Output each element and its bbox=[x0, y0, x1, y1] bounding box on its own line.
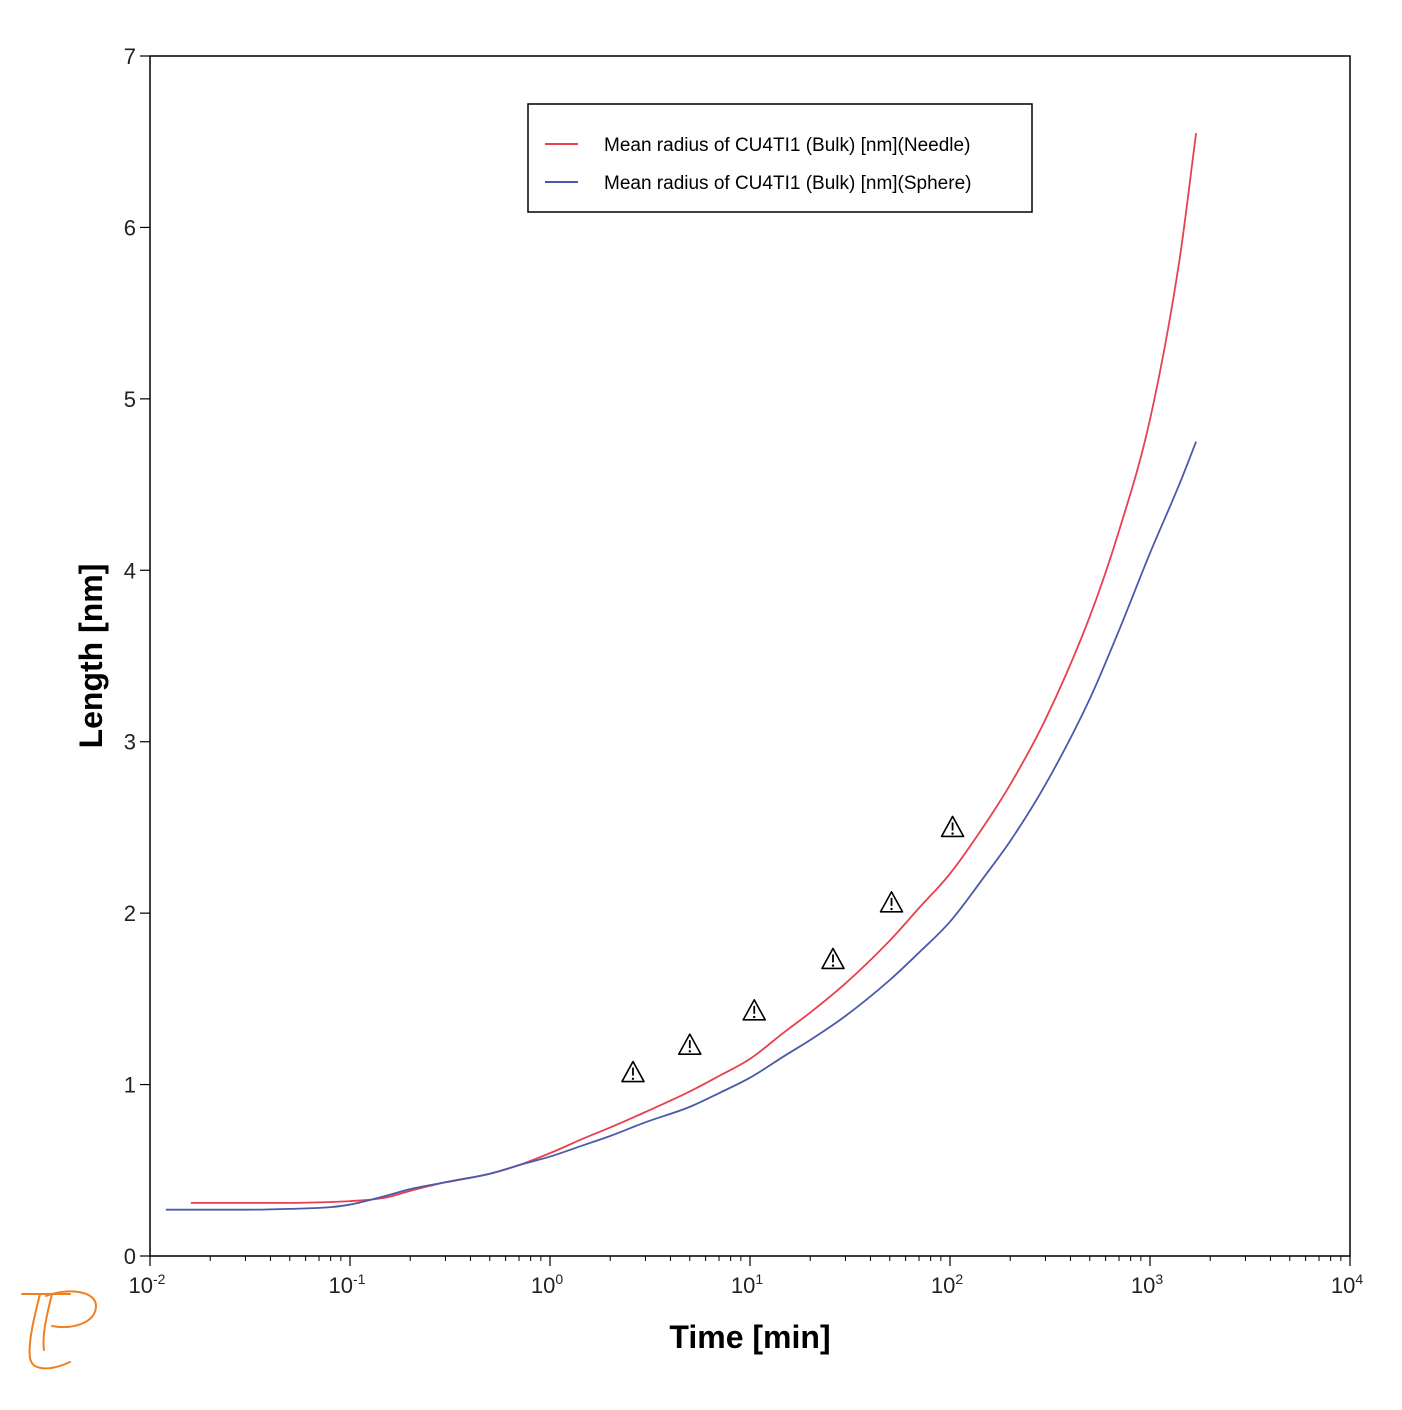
pe-logo-icon bbox=[21, 1290, 98, 1370]
y-tick-label: 0 bbox=[124, 1244, 136, 1269]
y-tick-label: 2 bbox=[124, 901, 136, 926]
warning-triangle-marker bbox=[742, 999, 767, 1021]
x-tick-exponent: -1 bbox=[353, 1271, 366, 1287]
x-tick-base: 10 bbox=[531, 1273, 555, 1298]
y-tick-label: 5 bbox=[124, 387, 136, 412]
warning-triangle-marker bbox=[821, 947, 845, 970]
marker-triangle bbox=[621, 1060, 645, 1083]
x-tick-base: 10 bbox=[129, 1273, 153, 1298]
legend-label-needle: Mean radius of CU4TI1 (Bulk) [nm](Needle… bbox=[604, 135, 970, 156]
legend-box bbox=[527, 103, 1033, 213]
x-tick-label: 101 bbox=[731, 1271, 763, 1298]
x-tick-label: 10-2 bbox=[129, 1271, 166, 1298]
y-tick-label: 3 bbox=[124, 730, 136, 755]
marker-triangle bbox=[742, 999, 767, 1021]
x-tick-label: 104 bbox=[1331, 1271, 1363, 1298]
x-axis: 10-2 10-1 100 101 102 103 104 bbox=[129, 1256, 1363, 1298]
x-tick-base: 10 bbox=[1331, 1273, 1355, 1298]
marker-dot bbox=[951, 832, 954, 835]
warning-triangle-marker bbox=[879, 891, 904, 913]
marker-dot bbox=[831, 964, 835, 967]
marker-dot bbox=[753, 1015, 756, 1019]
series-layer bbox=[165, 133, 1197, 1211]
x-tick-base: 10 bbox=[931, 1273, 955, 1298]
plot-area bbox=[149, 55, 1351, 1257]
warning-triangle-marker bbox=[621, 1060, 645, 1083]
x-tick-exponent: 4 bbox=[1355, 1271, 1363, 1287]
marker-triangle bbox=[821, 947, 845, 970]
marker-triangle bbox=[940, 815, 965, 838]
warning-triangle-marker bbox=[677, 1033, 702, 1055]
marker-triangle bbox=[879, 891, 904, 913]
x-tick-label: 100 bbox=[531, 1271, 563, 1298]
series-line-sphere bbox=[165, 441, 1197, 1211]
x-tick-exponent: 3 bbox=[1155, 1271, 1163, 1287]
x-tick-exponent: 0 bbox=[555, 1271, 563, 1287]
legend: Mean radius of CU4TI1 (Bulk) [nm](Needle… bbox=[527, 103, 1033, 213]
y-axis-title: Length [nm] bbox=[73, 564, 109, 749]
x-tick-exponent: 1 bbox=[755, 1271, 763, 1287]
x-tick-exponent: -2 bbox=[153, 1271, 166, 1287]
x-tick-label: 102 bbox=[931, 1271, 963, 1298]
x-tick-exponent: 2 bbox=[955, 1271, 963, 1287]
y-tick-label: 4 bbox=[124, 558, 136, 583]
y-axis: 0 1 2 3 4 5 6 7 bbox=[124, 44, 150, 1269]
x-axis-title: Time [min] bbox=[669, 1319, 830, 1355]
marker-triangle bbox=[677, 1033, 702, 1055]
marker-dot bbox=[890, 907, 893, 911]
marker-layer bbox=[621, 815, 965, 1083]
y-tick-label: 7 bbox=[124, 44, 136, 69]
x-tick-base: 10 bbox=[1131, 1273, 1155, 1298]
warning-triangle-marker bbox=[940, 815, 965, 838]
legend-label-sphere: Mean radius of CU4TI1 (Bulk) [nm](Sphere… bbox=[604, 173, 971, 194]
y-tick-label: 1 bbox=[124, 1073, 136, 1098]
marker-dot bbox=[688, 1050, 691, 1053]
x-tick-base: 10 bbox=[731, 1273, 755, 1298]
x-tick-label: 103 bbox=[1131, 1271, 1163, 1298]
marker-dot bbox=[631, 1077, 635, 1080]
y-tick-label: 6 bbox=[124, 215, 136, 240]
x-tick-base: 10 bbox=[329, 1273, 353, 1298]
x-tick-label: 10-1 bbox=[329, 1271, 366, 1298]
